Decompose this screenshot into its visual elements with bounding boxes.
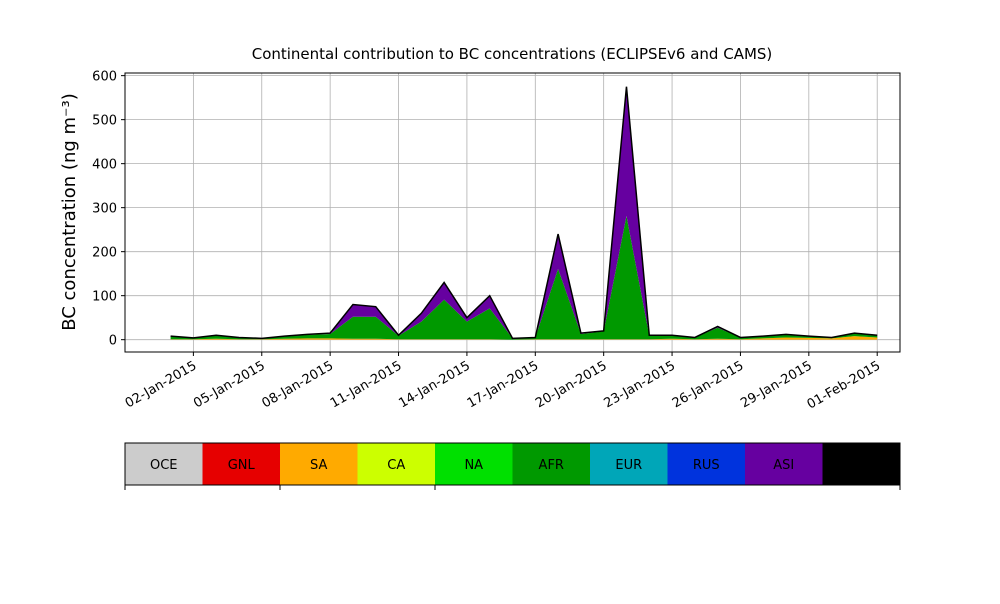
- x-tick-label: 23-Jan-2015: [601, 358, 678, 411]
- legend-label: NA: [464, 458, 483, 473]
- area: [170, 216, 878, 339]
- area: [170, 336, 878, 340]
- chart-title: Continental contribution to BC concentra…: [252, 45, 773, 63]
- plot-frame: [124, 72, 901, 353]
- legend-swatch: [357, 443, 435, 485]
- area: [170, 86, 878, 340]
- legend-swatch: [280, 443, 358, 485]
- legend-label: GNL: [228, 458, 256, 473]
- legend-label: SA: [310, 458, 327, 473]
- legend-swatch: [512, 443, 590, 485]
- y-tick-label: 500: [92, 114, 117, 129]
- legend-label: AFR: [539, 458, 564, 473]
- legend-label: OCE: [150, 458, 178, 473]
- y-axis-label: BC concentration (ng m⁻³): [59, 93, 80, 331]
- area: [170, 86, 878, 339]
- legend-swatch: [822, 443, 900, 485]
- x-tick-label: 05-Jan-2015: [191, 358, 268, 411]
- y-tick-label: 400: [92, 158, 117, 173]
- legend-swatch: [745, 443, 823, 485]
- legend-swatch: [202, 443, 280, 485]
- legend-frame: [124, 442, 901, 486]
- y-tick-label: 600: [92, 70, 117, 85]
- legend-label: CA: [387, 458, 405, 473]
- legend-swatch: [667, 443, 745, 485]
- legend-label: AUS: [848, 458, 875, 473]
- legend-swatch: [435, 443, 513, 485]
- y-tick-label: 200: [92, 246, 117, 261]
- y-tick-label: 300: [92, 202, 117, 217]
- y-tick-label: 100: [92, 290, 117, 305]
- area: [170, 216, 878, 340]
- legend-label: RUS: [693, 458, 720, 473]
- legend-swatch: [125, 443, 203, 485]
- x-tick-label: 29-Jan-2015: [738, 358, 815, 411]
- x-tick-label: 08-Jan-2015: [260, 358, 337, 411]
- x-tick-label: 02-Jan-2015: [123, 358, 200, 411]
- x-tick-label: 17-Jan-2015: [465, 358, 542, 411]
- x-tick-label: 26-Jan-2015: [670, 358, 747, 411]
- x-tick-label: 11-Jan-2015: [328, 358, 405, 411]
- legend-label: ASI: [773, 458, 794, 473]
- legend-swatch: [590, 443, 668, 485]
- x-tick-label: 01-Feb-2015: [805, 358, 884, 412]
- y-tick-label: 0: [109, 334, 117, 349]
- legend-label: EUR: [615, 458, 642, 473]
- area: [170, 216, 878, 339]
- x-tick-label: 14-Jan-2015: [396, 358, 473, 411]
- x-tick-label: 20-Jan-2015: [533, 358, 610, 411]
